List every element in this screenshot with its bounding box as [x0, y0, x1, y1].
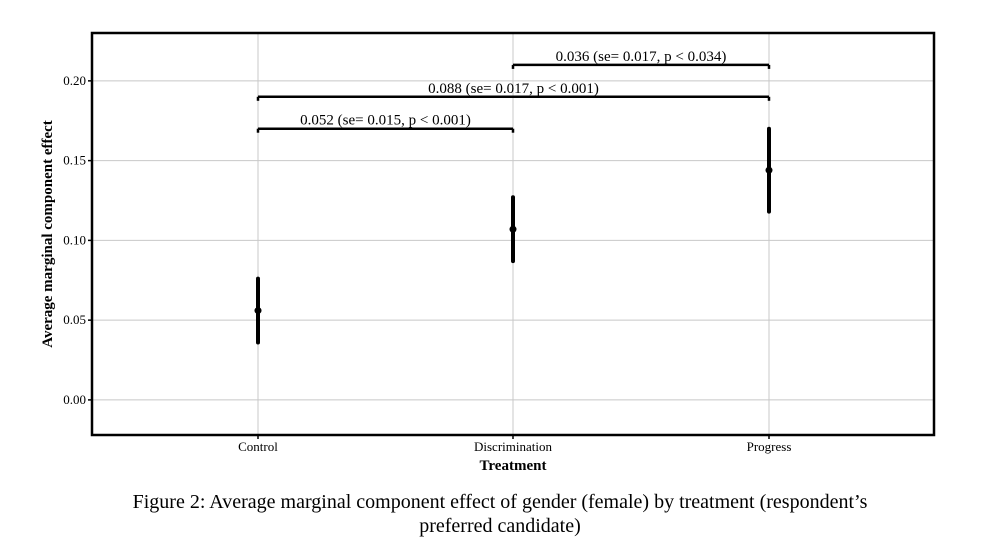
y-tick-label: 0.15: [63, 153, 86, 168]
x-axis-title: Treatment: [480, 458, 547, 474]
comparison-bracket: 0.052 (se= 0.015, p < 0.001): [256, 113, 515, 133]
comparison-label: 0.088 (se= 0.017, p < 0.001): [428, 81, 599, 97]
point-estimate: [765, 166, 773, 174]
y-tick-label: 0.05: [63, 312, 86, 327]
x-tick-label: Progress: [747, 439, 792, 454]
y-axis-ticks: 0.00 0.05 0.10 0.15 0.20: [63, 73, 92, 407]
x-tick-label: Control: [238, 439, 278, 454]
comparison-label: 0.036 (se= 0.017, p < 0.034): [556, 49, 727, 65]
y-tick-label: 0.10: [63, 232, 86, 247]
y-axis-title: Average marginal component effect: [40, 120, 56, 348]
x-axis-ticks: Control Discrimination Progress: [238, 435, 791, 454]
comparison-bracket: 0.088 (se= 0.017, p < 0.001): [256, 81, 771, 101]
estimate-point: [254, 276, 262, 345]
estimate-point: [509, 195, 517, 264]
chart: 0.00 0.05 0.10 0.15 0.20 Control Discriminati…: [40, 31, 936, 474]
figure-caption: Figure 2: Average marginal component eff…: [60, 490, 940, 538]
y-tick-label: 0.00: [63, 392, 86, 407]
comparison-label: 0.052 (se= 0.015, p < 0.001): [300, 113, 471, 129]
point-estimate: [509, 225, 517, 233]
caption-line-2: preferred candidate): [419, 515, 581, 537]
point-estimate: [254, 307, 262, 315]
estimate-marks: [254, 126, 773, 345]
x-tick-label: Discrimination: [474, 439, 552, 454]
estimate-point: [765, 126, 773, 214]
comparison-annotations: 0.052 (se= 0.015, p < 0.001) 0.088 (se= 0…: [256, 49, 771, 133]
caption-line-1: Figure 2: Average marginal component eff…: [132, 491, 868, 513]
comparison-bracket: 0.036 (se= 0.017, p < 0.034): [511, 49, 771, 69]
y-tick-label: 0.20: [63, 73, 86, 88]
